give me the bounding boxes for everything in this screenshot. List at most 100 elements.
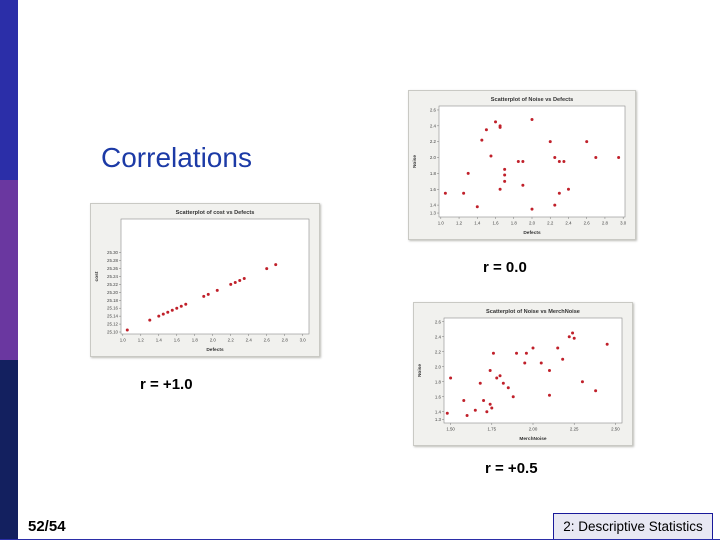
chart-cost-vs-defects-point bbox=[184, 302, 188, 306]
chart-noise-vs-defects-point bbox=[617, 156, 621, 160]
scatter-card-noise-vs-merchnoise: Scatterplot of Noise vs MerchNoise 1.50 1.… bbox=[413, 302, 633, 446]
chart-noise-vs-defects-y-tick-label: 1.3 bbox=[430, 211, 437, 216]
chart-noise-vs-defects-y-tick-label: 1.4 bbox=[430, 203, 437, 208]
chart-noise-vs-merchnoise-point bbox=[449, 376, 453, 380]
chart-noise-vs-merchnoise-point bbox=[571, 331, 575, 335]
chart-noise-vs-merchnoise-point bbox=[547, 393, 551, 397]
chart-noise-vs-defects-plot-area bbox=[438, 105, 626, 218]
chart-noise-vs-merchnoise-title: Scatterplot of Noise vs MerchNoise bbox=[486, 309, 580, 315]
chart-noise-vs-defects-x-tick-label: 2.2 bbox=[547, 221, 554, 226]
scatterplot-noise-vs-defects: Scatterplot of Noise vs Defects 1.0 1.2 1.4… bbox=[412, 97, 627, 236]
slide-sidebar bbox=[0, 0, 18, 540]
chart-noise-vs-merchnoise-point bbox=[482, 399, 486, 402]
chart-cost-vs-defects-y-tick-label: 25.18 bbox=[107, 298, 119, 303]
chart-noise-vs-defects-point bbox=[530, 207, 534, 211]
chart-cost-vs-defects-title: Scatterplot of cost vs Defects bbox=[176, 210, 255, 216]
chart-noise-vs-merchnoise-point bbox=[524, 351, 528, 355]
sidebar-band-middle bbox=[0, 180, 18, 360]
chart-noise-vs-merchnoise-point bbox=[572, 336, 576, 340]
chart-noise-vs-merchnoise-point bbox=[567, 335, 571, 339]
chart-cost-vs-defects-point bbox=[157, 314, 161, 318]
chart-noise-vs-merchnoise-point bbox=[488, 402, 492, 406]
chart-cost-vs-defects-x-tick-label: 1.0 bbox=[120, 338, 127, 343]
chart-cost-vs-defects-plot-area bbox=[120, 218, 310, 335]
chart-cost-vs-defects-point bbox=[238, 278, 242, 282]
chart-noise-vs-merchnoise-point bbox=[473, 408, 477, 412]
chart-cost-vs-defects-y-axis-label: cost bbox=[94, 271, 100, 281]
chart-noise-vs-defects-point bbox=[489, 154, 493, 158]
chart-noise-vs-defects-title: Scatterplot of Noise vs Defects bbox=[491, 97, 573, 103]
chart-noise-vs-defects-point bbox=[480, 138, 484, 142]
chart-noise-vs-defects-point bbox=[553, 203, 557, 207]
chart-noise-vs-defects-point bbox=[548, 140, 552, 144]
chart-noise-vs-defects-point bbox=[566, 187, 570, 191]
chart-noise-vs-defects-point bbox=[516, 160, 520, 163]
chart-noise-vs-merchnoise-x-axis-label: MerchNoise bbox=[519, 436, 547, 442]
chart-cost-vs-defects-point bbox=[274, 263, 278, 267]
chart-noise-vs-defects-x-tick-label: 2.4 bbox=[565, 221, 572, 226]
chart-cost-vs-defects-x-tick-label: 3.0 bbox=[300, 338, 307, 343]
chart-noise-vs-defects-x-tick-label: 1.2 bbox=[456, 221, 463, 226]
chart-cost-vs-defects-y-tick-label: 25.24 bbox=[107, 274, 119, 279]
chart-noise-vs-merchnoise-point bbox=[580, 380, 584, 384]
chart-noise-vs-defects-point bbox=[530, 117, 534, 121]
chart-cost-vs-defects-y-tick-label: 25.12 bbox=[107, 322, 119, 327]
chart-cost-vs-defects-point bbox=[233, 280, 237, 284]
chart-noise-vs-defects-point bbox=[521, 160, 525, 163]
chart-noise-vs-merchnoise-x-tick-label: 1.75 bbox=[488, 427, 497, 432]
chart-noise-vs-merchnoise-point bbox=[488, 369, 492, 372]
chart-cost-vs-defects-x-tick-label: 1.2 bbox=[138, 338, 145, 343]
chart-cost-vs-defects-y-tick-label: 25.20 bbox=[107, 290, 119, 295]
chart-noise-vs-merchnoise-point bbox=[547, 369, 551, 372]
chart-noise-vs-merchnoise-point bbox=[594, 389, 598, 393]
chart-noise-vs-defects-point bbox=[562, 160, 566, 163]
chart-cost-vs-defects-x-axis-label: Defects bbox=[206, 347, 224, 353]
chart-cost-vs-defects-y-tick-label: 25.16 bbox=[107, 306, 119, 311]
chart-noise-vs-merchnoise-point bbox=[462, 399, 466, 402]
chart-noise-vs-defects-y-tick-label: 2.0 bbox=[430, 155, 437, 160]
chart-noise-vs-merchnoise-y-tick-label: 1.6 bbox=[435, 394, 442, 399]
chart-noise-vs-defects-x-axis-label: Defects bbox=[523, 230, 541, 236]
chart-noise-vs-defects-y-axis-label: Noise bbox=[412, 155, 418, 168]
chart-cost-vs-defects-x-tick-label: 1.8 bbox=[192, 338, 199, 343]
chart-noise-vs-defects-point bbox=[557, 191, 561, 195]
page-number: 52/54 bbox=[28, 518, 66, 535]
chart-noise-vs-merchnoise-y-tick-label: 1.3 bbox=[435, 417, 442, 422]
chart-cost-vs-defects-point bbox=[125, 328, 129, 332]
chart-cost-vs-defects-x-tick-label: 1.6 bbox=[174, 338, 181, 343]
chart-noise-vs-defects-point bbox=[462, 191, 466, 195]
chart-cost-vs-defects-y-tick-label: 25.14 bbox=[107, 314, 119, 319]
chart-noise-vs-merchnoise-y-tick-label: 2.2 bbox=[435, 349, 442, 354]
chart-noise-vs-defects-x-tick-label: 1.0 bbox=[438, 221, 445, 226]
scatterplot-cost-vs-defects: Scatterplot of cost vs Defects 1.0 1.2 1.4 1… bbox=[94, 210, 310, 353]
chart-cost-vs-defects-x-tick-label: 2.0 bbox=[210, 338, 217, 343]
chart-noise-vs-merchnoise-point bbox=[511, 395, 515, 399]
chart-noise-vs-defects-point bbox=[553, 156, 557, 160]
correlation-label-noise-defects: r = 0.0 bbox=[483, 259, 527, 276]
chart-cost-vs-defects-point bbox=[148, 318, 152, 322]
chart-noise-vs-merchnoise-y-tick-label: 1.8 bbox=[435, 379, 442, 384]
chart-noise-vs-merchnoise-point bbox=[506, 386, 510, 390]
footer-section-label: 2: Descriptive Statistics bbox=[553, 513, 713, 540]
chart-noise-vs-merchnoise-plot-area bbox=[443, 317, 623, 424]
chart-cost-vs-defects-point bbox=[202, 294, 206, 298]
chart-noise-vs-merchnoise-point bbox=[485, 410, 489, 414]
chart-noise-vs-merchnoise-y-tick-label: 2.0 bbox=[435, 364, 442, 369]
chart-cost-vs-defects-x-tick-label: 2.2 bbox=[228, 338, 235, 343]
chart-noise-vs-merchnoise-x-tick-label: 2.50 bbox=[611, 427, 620, 432]
correlation-label-cost-defects: r = +1.0 bbox=[140, 376, 193, 393]
chart-noise-vs-defects-x-tick-label: 2.0 bbox=[529, 221, 536, 226]
chart-noise-vs-defects-point bbox=[443, 191, 447, 195]
chart-noise-vs-merchnoise-point bbox=[515, 351, 519, 355]
chart-cost-vs-defects-point bbox=[166, 310, 170, 314]
chart-noise-vs-merchnoise-y-axis-label: Noise bbox=[417, 364, 423, 377]
chart-noise-vs-merchnoise-point bbox=[501, 381, 505, 385]
chart-noise-vs-merchnoise-point bbox=[561, 357, 565, 361]
chart-noise-vs-defects-y-tick-label: 1.6 bbox=[430, 187, 437, 192]
chart-cost-vs-defects-x-tick-label: 2.6 bbox=[264, 338, 271, 343]
chart-cost-vs-defects-y-tick-label: 25.10 bbox=[107, 330, 119, 335]
chart-noise-vs-defects-x-tick-label: 1.8 bbox=[511, 221, 518, 226]
chart-noise-vs-merchnoise-x-tick-label: 2.00 bbox=[529, 427, 538, 432]
chart-noise-vs-merchnoise-point bbox=[478, 381, 482, 385]
chart-cost-vs-defects-x-tick-label: 2.8 bbox=[282, 338, 289, 343]
